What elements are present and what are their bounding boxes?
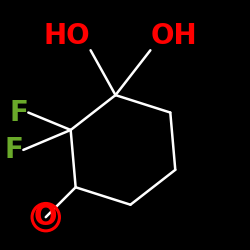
Text: HO: HO <box>44 22 90 50</box>
Text: F: F <box>4 136 23 164</box>
Text: OH: OH <box>150 22 197 50</box>
Text: F: F <box>10 98 28 126</box>
Text: O: O <box>34 203 58 231</box>
